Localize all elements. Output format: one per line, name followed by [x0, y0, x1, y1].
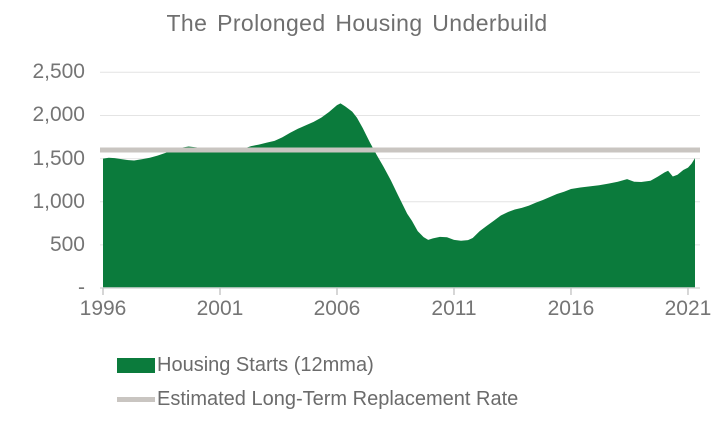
- replacement-rate-swatch-icon: [117, 396, 155, 402]
- legend: Housing Starts (12mma) Estimated Long-Te…: [117, 353, 518, 421]
- y-axis-label: 2,000: [32, 103, 85, 127]
- legend-item-housing-starts: Housing Starts (12mma): [117, 353, 518, 377]
- legend-label-housing-starts: Housing Starts (12mma): [157, 353, 374, 376]
- legend-label-replacement-rate: Estimated Long-Term Replacement Rate: [157, 387, 519, 410]
- x-axis-label: 2001: [196, 297, 244, 320]
- legend-item-replacement-rate: Estimated Long-Term Replacement Rate: [117, 387, 518, 411]
- x-axis-label: 2006: [313, 297, 361, 320]
- y-axis-label: 2,500: [32, 60, 85, 84]
- housing-starts-area: [103, 103, 695, 289]
- y-axis-label: 500: [49, 232, 85, 256]
- y-axis-label: 1,500: [32, 146, 85, 170]
- chart-title: The Prolonged Housing Underbuild: [166, 10, 548, 36]
- housing-starts-swatch-icon: [117, 357, 155, 373]
- y-axis-label: 1,000: [32, 189, 85, 213]
- x-axis-label: 2021: [664, 297, 712, 320]
- x-axis-label: 1996: [79, 297, 127, 320]
- x-axis-label: 2016: [547, 297, 595, 320]
- y-axis-label: -: [78, 276, 85, 299]
- x-axis-label: 2011: [431, 297, 477, 320]
